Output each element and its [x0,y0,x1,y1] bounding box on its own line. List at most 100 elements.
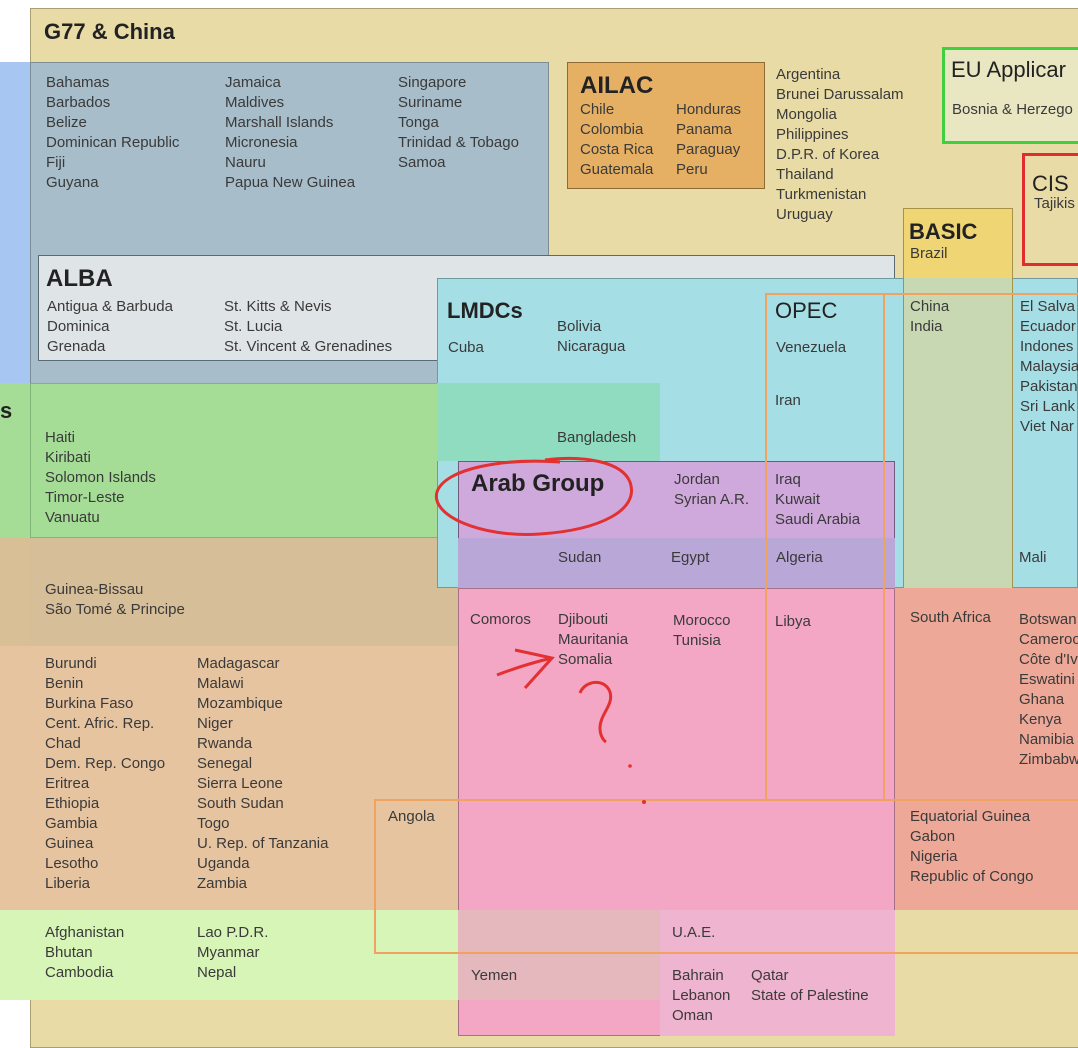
country: Peru [676,161,708,178]
right-column-list: El Salva Ecuador Indones Malaysia Pakist… [1020,297,1078,437]
country: Lao P.D.R. [197,924,269,941]
ailac-col2: Honduras Panama Paraguay Peru [676,100,741,180]
guinea-bissau-list: Guinea-Bissau São Tomé & Principe [45,580,185,620]
country: El Salva [1020,298,1076,315]
country: Sudan [558,549,602,566]
country: Nepal [197,964,237,981]
cis-frame [1022,153,1078,266]
country: Algeria [776,549,823,566]
opec-venezuela: Venezuela [776,338,846,358]
country: Nigeria [910,848,958,865]
country: Indones [1020,338,1074,355]
sids-col1: Bahamas Barbados Belize Dominican Republ… [46,73,179,193]
uae-region [660,910,895,1036]
country: Thailand [776,166,834,183]
country: Oman [672,1007,713,1024]
country: Honduras [676,101,742,118]
arab-bahrain: Bahrain Lebanon Oman [672,966,730,1026]
country: Bahamas [46,74,110,91]
ailac-col1: Chile Colombia Costa Rica Guatemala [580,100,653,180]
country: Senegal [197,755,253,772]
country: Myanmar [197,944,260,961]
country: Rwanda [197,735,253,752]
country: Sri Lank [1020,398,1076,415]
africa-ldc-col2: Madagascar Malawi Mozambique Niger Rwand… [197,654,328,894]
country: Republic of Congo [910,868,1034,885]
alba-col2: St. Kitts & Nevis St. Lucia St. Vincent … [224,297,392,357]
africa-right-list: Botswan Cameroo Côte d'Iv Eswatini Ghana… [1019,610,1078,770]
country: South Africa [910,609,991,626]
cis-list: Tajikis [1034,194,1075,214]
country: Belize [46,114,87,131]
country: Bahrain [672,967,724,984]
country: Antigua & Barbuda [47,298,173,315]
country: Colombia [580,121,644,138]
country: St. Kitts & Nevis [224,298,332,315]
country: Guyana [46,174,99,191]
eu-applicant-frame [942,47,1078,144]
country: Dominica [47,318,110,335]
country: Suriname [398,94,463,111]
country: Micronesia [225,134,298,151]
country: Madagascar [197,655,280,672]
arab-comoros: Comoros [470,610,531,630]
country: Malaysia [1020,358,1078,375]
country: Cuba [448,339,484,356]
left-blue-edge [0,62,32,384]
arab-lower-overlap [458,538,895,588]
country: Iraq [775,471,801,488]
country: Samoa [398,154,446,171]
country: Barbados [46,94,111,111]
country: Jamaica [225,74,281,91]
country: Philippines [776,126,849,143]
country: Djibouti [558,611,609,628]
ldc-brown-region [30,538,460,646]
country: Iran [775,392,801,409]
country: Argentina [776,66,841,83]
lmdcs-col2: Bolivia Nicaragua [557,317,625,357]
ailac-title: AILAC [580,72,654,99]
country: Egypt [671,549,710,566]
country: Chile [580,101,615,118]
country: Yemen [471,967,518,984]
country: Maldives [225,94,285,111]
arab-uae: U.A.E. [672,923,715,943]
asia-ldc-col1: Afghanistan Bhutan Cambodia [45,923,124,983]
country: Nicaragua [557,338,626,355]
country: Lesotho [45,855,99,872]
alba-col1: Antigua & Barbuda Dominica Grenada [47,297,173,357]
country: São Tomé & Principe [45,601,185,618]
country: Paraguay [676,141,741,158]
country: Guinea [45,835,94,852]
opec-frame [765,293,885,801]
country: Trinidad & Tobago [398,134,519,151]
ldc-pacific-label: s [0,398,13,423]
country: China [910,298,950,315]
country: Ghana [1019,691,1065,708]
yemen-region [458,910,660,1000]
country: Burkina Faso [45,695,134,712]
lmdcs-bangladesh: Bangladesh [557,428,636,448]
arab-libya: Libya [775,612,811,632]
country: U. Rep. of Tanzania [197,835,329,852]
country: Grenada [47,338,106,355]
country: South Sudan [197,795,284,812]
country: Lebanon [672,987,731,1004]
arab-group-title: Arab Group [471,470,605,497]
basic-lmdc-overlap [904,278,1012,588]
g77-title: G77 & China [44,19,175,44]
country: Uganda [197,855,250,872]
country: Bangladesh [557,429,637,446]
basic-list-2: China India [910,297,949,337]
country: Angola [388,808,435,825]
country: Saudi Arabia [775,511,861,528]
country: Somalia [558,651,613,668]
country: Afghanistan [45,924,125,941]
country: Brazil [910,245,948,262]
arab-egypt: Egypt [671,548,709,568]
country: Nauru [225,154,266,171]
country: Libya [775,613,811,630]
country: Eswatini [1019,671,1075,688]
country: Gambia [45,815,98,832]
alba-title: ALBA [46,265,113,292]
